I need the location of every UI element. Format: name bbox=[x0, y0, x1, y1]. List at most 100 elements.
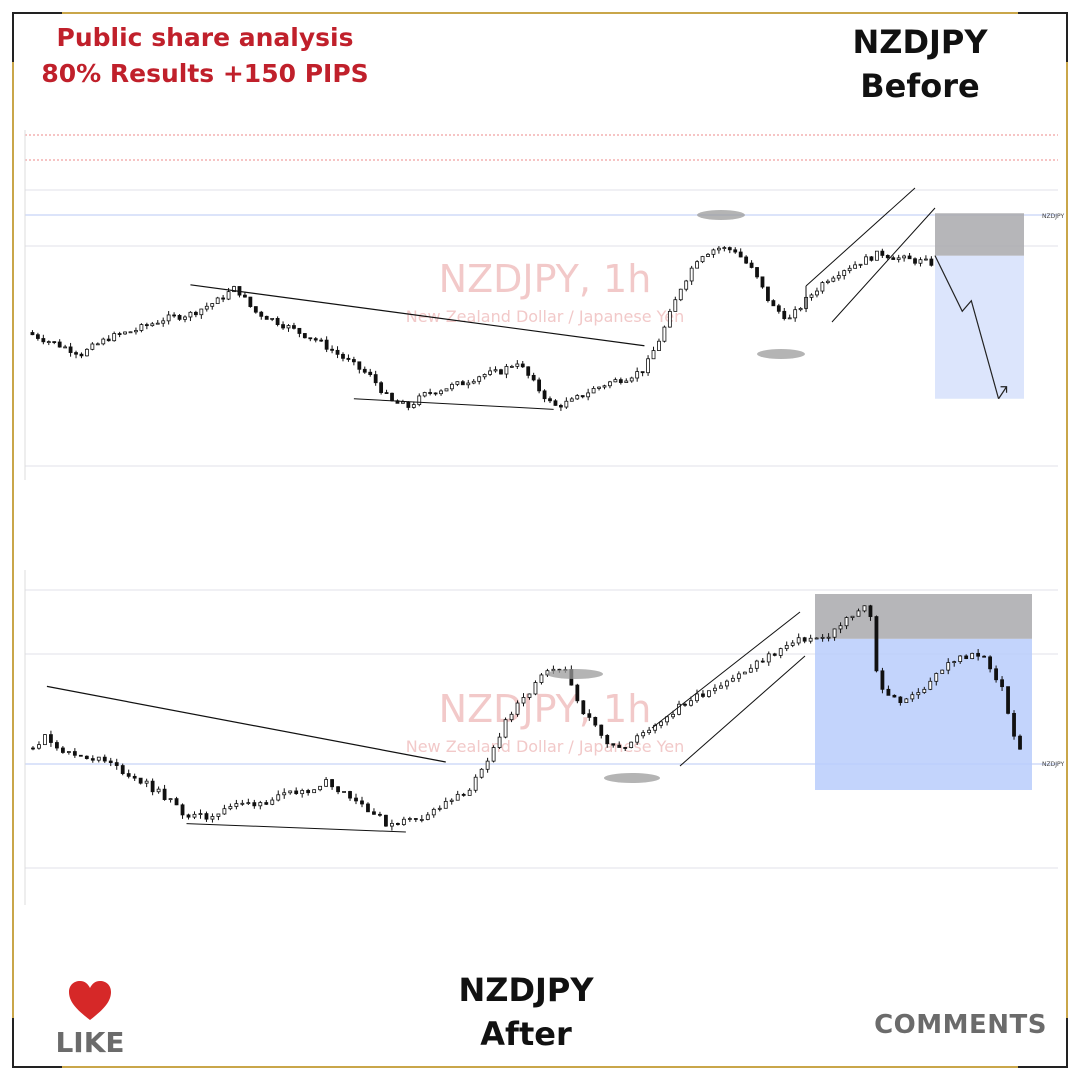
candle-body bbox=[294, 790, 299, 795]
candle-body bbox=[885, 255, 890, 259]
candle-body bbox=[372, 811, 376, 815]
candle-body bbox=[112, 333, 117, 342]
candle-body bbox=[798, 307, 803, 311]
candle-body bbox=[95, 343, 100, 346]
candle-body bbox=[341, 353, 345, 359]
candle-body bbox=[390, 392, 394, 402]
candle-body bbox=[437, 807, 442, 810]
candle-body bbox=[425, 814, 430, 820]
watermark-subtitle: New Zealand Dollar / Japanese Yen bbox=[406, 737, 685, 756]
candle-body bbox=[106, 338, 111, 342]
channel-line bbox=[805, 187, 916, 287]
chart-after: NZDJPY, 1h New Zealand Dollar / Japanese … bbox=[24, 570, 1064, 905]
candle-body bbox=[210, 816, 215, 820]
candle-body bbox=[586, 392, 591, 398]
stop-zone bbox=[935, 213, 1024, 256]
like-button[interactable]: LIKE bbox=[40, 980, 140, 1059]
candle-body bbox=[313, 338, 318, 341]
candle-body bbox=[222, 808, 227, 815]
candle-body bbox=[569, 398, 574, 402]
candle-body bbox=[701, 693, 705, 697]
candle-body bbox=[90, 343, 95, 350]
candle-body bbox=[617, 744, 622, 748]
candle-body bbox=[114, 762, 119, 766]
candle-body bbox=[755, 267, 759, 278]
frame-corner-bottom-left-v bbox=[12, 1018, 14, 1068]
candle-body bbox=[874, 250, 879, 261]
candle-body bbox=[553, 400, 558, 406]
after-label: After bbox=[480, 1015, 572, 1053]
candle-body bbox=[771, 300, 776, 307]
candle-body bbox=[335, 349, 340, 355]
candle-body bbox=[542, 390, 547, 400]
candle-body bbox=[186, 814, 191, 818]
candle-body bbox=[618, 379, 623, 383]
candle-body bbox=[503, 719, 508, 738]
candle-body bbox=[539, 674, 544, 683]
candle-body bbox=[183, 316, 187, 320]
candle-body bbox=[802, 637, 807, 642]
candle-body bbox=[1012, 712, 1016, 737]
candle-body bbox=[330, 348, 334, 351]
candle-body bbox=[850, 615, 855, 618]
candle-body bbox=[68, 346, 73, 353]
candle-body bbox=[360, 800, 364, 805]
candle-body bbox=[575, 395, 580, 400]
candle-body bbox=[300, 790, 305, 795]
candle-body bbox=[766, 286, 770, 301]
watermark-title: NZDJPY, 1h bbox=[439, 687, 652, 731]
candle-body bbox=[898, 696, 903, 704]
candle-body bbox=[869, 256, 874, 261]
candle-body bbox=[248, 296, 253, 307]
candle-body bbox=[108, 760, 113, 763]
candle-body bbox=[378, 813, 382, 816]
candle-body bbox=[673, 299, 678, 312]
candle-body bbox=[180, 804, 185, 816]
candle-body bbox=[318, 785, 323, 791]
candle-body bbox=[902, 255, 907, 259]
candle-body bbox=[1018, 735, 1022, 750]
comments-button[interactable]: COMMENTS bbox=[874, 1010, 1047, 1040]
candle-body bbox=[198, 813, 203, 815]
candle-body bbox=[515, 363, 520, 367]
candle-body bbox=[473, 776, 478, 791]
candle-body bbox=[922, 688, 927, 693]
candle-body bbox=[700, 256, 705, 263]
candle-body bbox=[521, 697, 526, 704]
frame-bottom-gold bbox=[60, 1066, 1020, 1068]
candle-body bbox=[204, 305, 209, 310]
candle-body bbox=[778, 648, 783, 656]
candle-body bbox=[831, 277, 836, 282]
descending-trendline bbox=[46, 685, 446, 763]
candle-body bbox=[509, 713, 514, 721]
candle-body bbox=[1000, 679, 1004, 688]
candle-body bbox=[711, 249, 716, 255]
candle-body bbox=[66, 751, 71, 753]
candle-body bbox=[366, 803, 370, 813]
candle-body bbox=[226, 291, 231, 300]
candle-body bbox=[716, 247, 721, 251]
candle-body bbox=[253, 306, 258, 313]
after-pair-title: NZDJPY bbox=[458, 971, 594, 1009]
channel-line bbox=[831, 207, 936, 323]
candle-body bbox=[384, 392, 389, 394]
candle-body bbox=[760, 276, 765, 288]
candle-body bbox=[934, 673, 939, 682]
candle-body bbox=[913, 258, 917, 264]
candle-body bbox=[641, 732, 646, 737]
candle-body bbox=[312, 789, 317, 794]
frame-top-gold bbox=[60, 12, 1020, 14]
candle-body bbox=[847, 267, 852, 272]
candle-body bbox=[264, 802, 269, 805]
candle-body bbox=[629, 741, 634, 748]
candle-body bbox=[988, 656, 993, 670]
candle-body bbox=[784, 645, 789, 650]
candle-body bbox=[918, 259, 923, 264]
candle-body bbox=[439, 390, 443, 395]
headline-line1: Public share analysis bbox=[56, 23, 354, 52]
candle-body bbox=[733, 249, 738, 253]
candle-body bbox=[204, 813, 209, 820]
channel-line bbox=[679, 655, 806, 767]
candle-body bbox=[433, 392, 438, 395]
candle-body bbox=[63, 346, 68, 349]
